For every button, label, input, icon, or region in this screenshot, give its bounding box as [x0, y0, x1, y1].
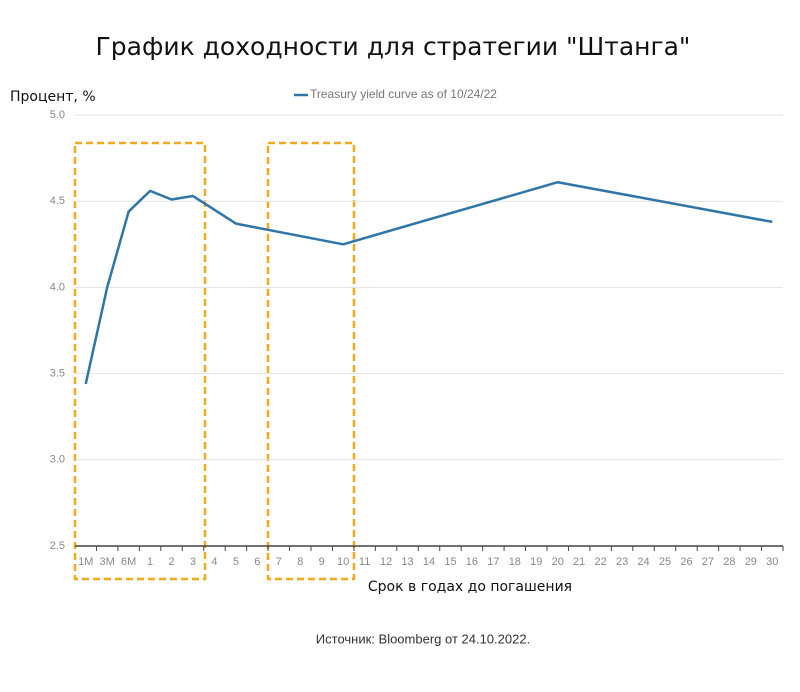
x-tick-label: 7	[276, 556, 282, 568]
x-tick-label: 23	[616, 556, 628, 568]
x-tick-label: 27	[702, 556, 714, 568]
legend-label: Treasury yield curve as of 10/24/22	[310, 87, 497, 101]
x-tick-label: 13	[401, 556, 413, 568]
x-tick-label: 3M	[100, 556, 115, 568]
x-tick-label: 17	[487, 556, 499, 568]
x-tick-label: 8	[297, 556, 303, 568]
highlight-box	[73, 141, 207, 581]
y-tick-label: 5.0	[50, 109, 65, 121]
y-tick-label: 4.5	[50, 195, 65, 207]
y-tick-label: 4.0	[50, 281, 65, 293]
x-tick-label: 24	[637, 556, 649, 568]
x-tick-label: 11	[359, 556, 370, 568]
x-tick-label: 1M	[78, 556, 93, 568]
x-tick-label: 9	[319, 556, 325, 568]
x-axis-label: Срок в годах до погашения	[368, 579, 572, 595]
x-tick-label: 2	[168, 556, 174, 568]
y-tick-label: 3.5	[50, 368, 65, 380]
x-tick-label: 18	[509, 556, 521, 568]
x-tick-label: 19	[530, 556, 542, 568]
y-axis-label: Процент, %	[10, 89, 96, 105]
x-tick-label: 29	[745, 556, 757, 568]
x-tick-label: 6M	[121, 556, 136, 568]
x-tick-label: 4	[211, 556, 217, 568]
y-tick-label: 3.0	[50, 454, 65, 466]
x-tick-label: 15	[444, 556, 456, 568]
y-tick-label: 2.5	[50, 540, 65, 552]
x-tick-label: 16	[466, 556, 478, 568]
x-tick-label: 20	[552, 556, 564, 568]
x-tick-label: 26	[680, 556, 692, 568]
x-tick-label: 25	[659, 556, 671, 568]
x-tick-label: 12	[380, 556, 392, 568]
x-tick-label: 21	[573, 556, 585, 568]
x-tick-label: 30	[766, 556, 778, 568]
x-tick-label: 3	[190, 556, 196, 568]
x-tick-label: 28	[723, 556, 735, 568]
yield-line	[84, 180, 773, 385]
highlight-box	[266, 141, 356, 581]
x-tick-label: 6	[254, 556, 260, 568]
x-tick-label: 10	[337, 556, 349, 568]
x-tick-label: 14	[423, 556, 435, 568]
source-note: Источник: Bloomberg от 24.10.2022.	[316, 631, 530, 646]
x-tick-label: 22	[595, 556, 607, 568]
chart-title: График доходности для стратегии "Штанга"	[96, 32, 691, 61]
x-tick-label: 1	[147, 556, 153, 568]
x-tick-label: 5	[233, 556, 239, 568]
